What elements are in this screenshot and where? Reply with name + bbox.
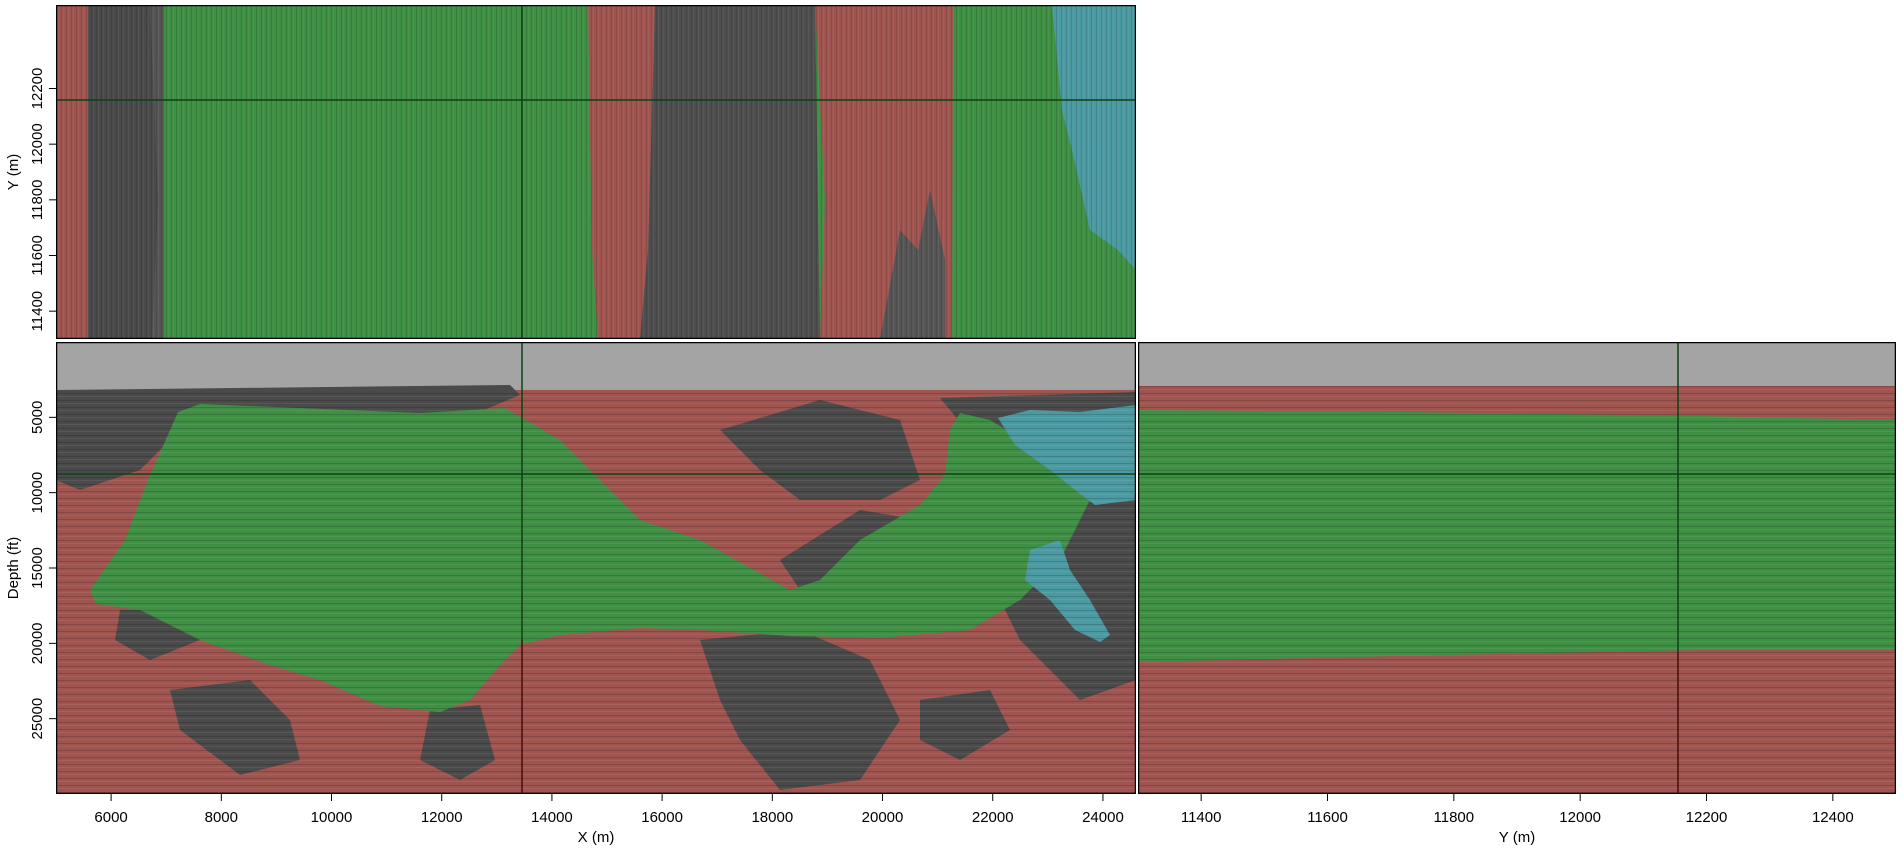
inline-x-tick-label: 22000 [972,809,1014,826]
ds-frame [56,5,1136,339]
depth-slice-y-axis-title: Y (m) [5,154,22,190]
inline-x-tick-label: 20000 [862,809,904,826]
inline-x-tick-label: 12000 [421,809,463,826]
depth-slice-y-tick-label: 12200 [29,68,46,110]
crossline-texture [1138,386,1896,794]
crossline-water-layer [1138,342,1896,386]
inline-frame [56,342,1136,794]
crossline-x-tick-label: 11400 [1181,809,1222,826]
crossline-x-axis-title: Y (m) [1499,829,1535,846]
inline-y-tick-label: 25000 [29,698,46,740]
depth-slice-y-tick-label: 11400 [29,291,46,332]
inline-x-tick-label: 10000 [311,809,353,826]
inline-y-tick-label: 20000 [29,622,46,664]
inline-texture [56,390,1136,794]
inline-x-tick-label: 16000 [641,809,683,826]
inline-y-axis-title: Depth (ft) [5,537,22,600]
crossline-x-tick-label: 11600 [1307,809,1348,826]
ds-texture [56,5,1136,339]
crossline-x-tick-label: 12200 [1686,809,1728,826]
inline-y-tick-label: 5000 [29,401,46,434]
inline-panel [56,342,1136,794]
crossline-panel [1138,342,1896,794]
inline-y-tick-label: 15000 [29,547,46,589]
inline-water-layer [56,342,1136,390]
crossline-x-tick-label: 11800 [1434,809,1475,826]
crossline-x-tick-label: 12400 [1812,809,1854,826]
inline-x-tick-label: 8000 [205,809,238,826]
crossline-x-tick-label: 12000 [1559,809,1601,826]
inline-x-axis-title: X (m) [578,829,615,846]
depth-slice-y-tick-label: 11800 [29,180,46,221]
depth-slice-panel [56,5,1136,339]
inline-y-tick-label: 10000 [29,472,46,514]
depth-slice-y-tick-label: 12000 [29,123,46,165]
inline-x-tick-label: 6000 [94,809,127,826]
inline-x-tick-label: 14000 [531,809,573,826]
crossline-frame [1138,342,1896,794]
inline-x-tick-label: 24000 [1082,809,1124,826]
inline-x-tick-label: 18000 [751,809,793,826]
axes-layer: 6000 8000 10000 12000 14000 16000 18000 20000 22… [29,68,1854,826]
depth-slice-y-tick-label: 11600 [29,235,46,276]
